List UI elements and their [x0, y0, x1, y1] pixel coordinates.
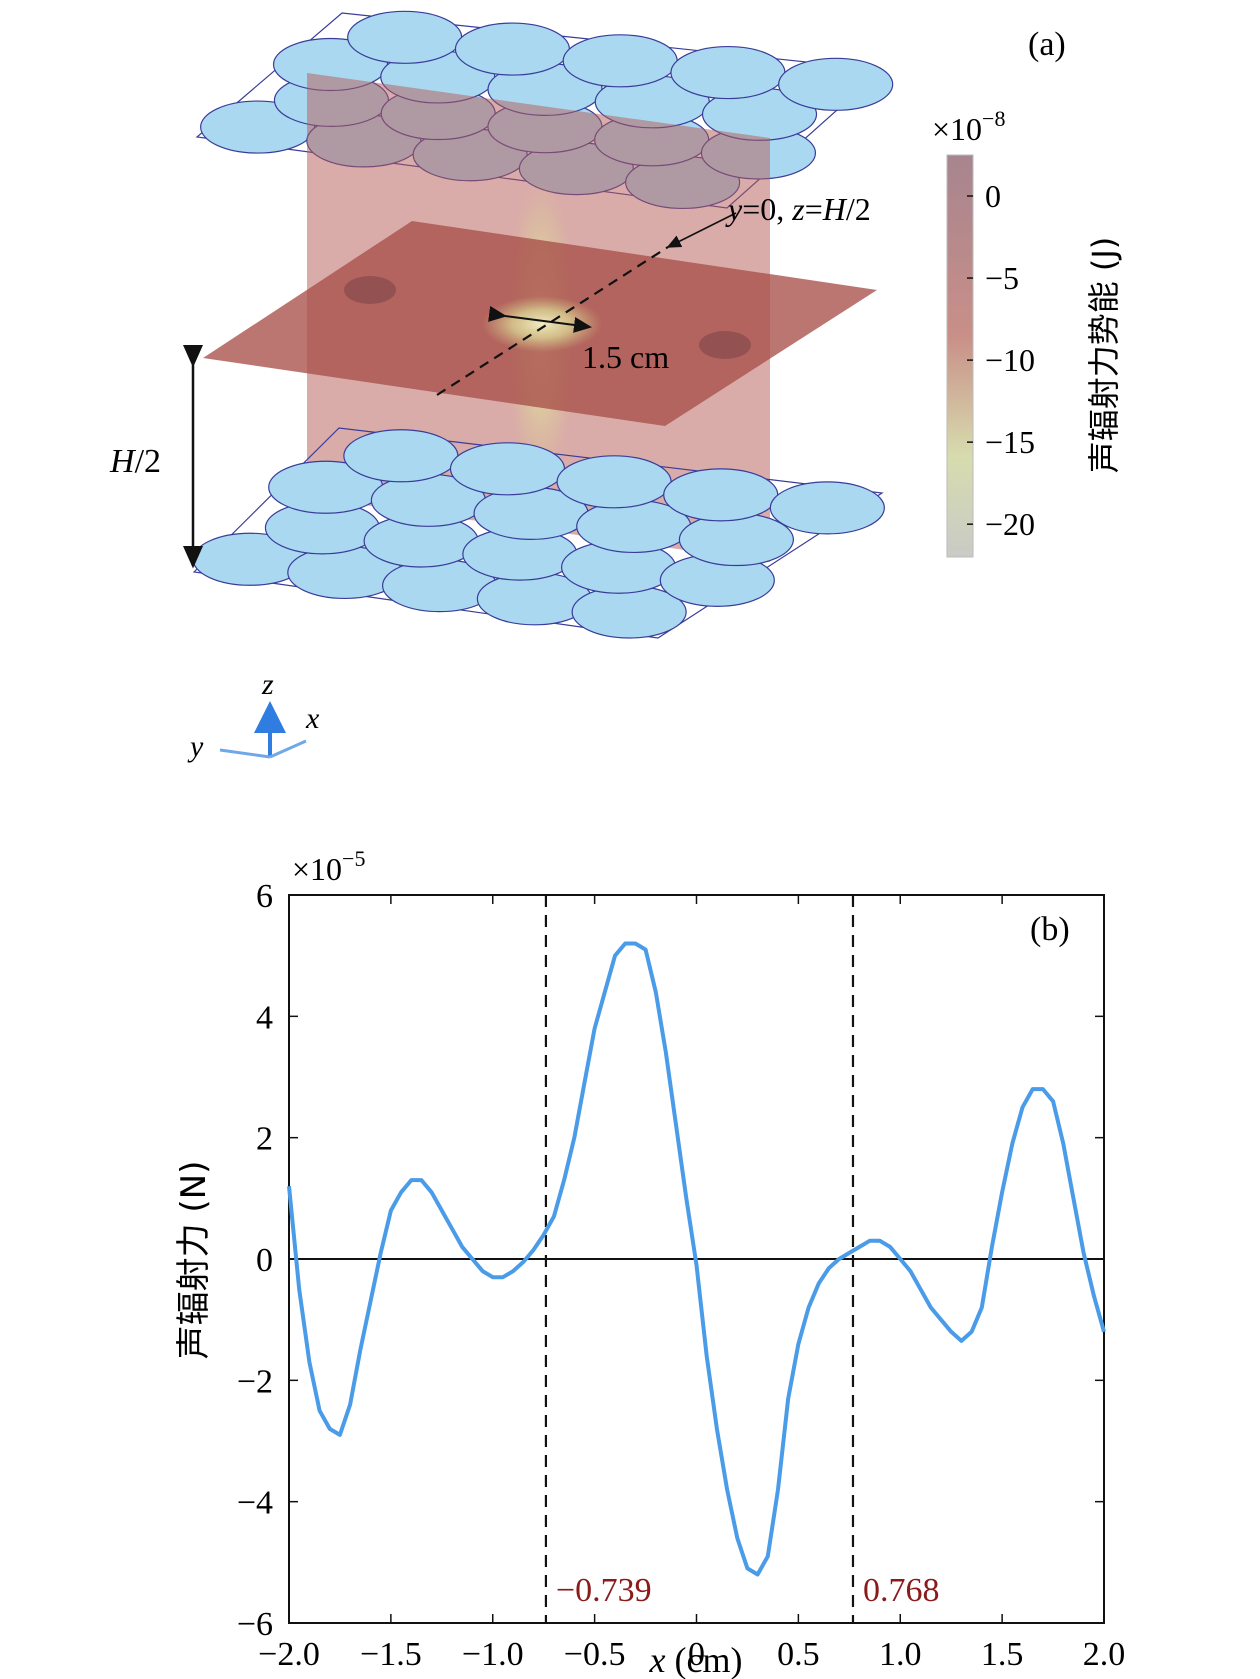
- x-axis-arrow: [269, 739, 307, 759]
- transducer-element: [562, 34, 678, 88]
- colorbar-tick-label: 0: [985, 178, 1001, 214]
- vertical-marker-label: 0.768: [863, 1572, 940, 1609]
- x-tick-label: 0.5: [777, 1636, 820, 1673]
- colorbar: ×10−8 0 −5 −10 −15 −20 声辐射力势能 (J): [932, 106, 1123, 558]
- width-arrow: [488, 306, 592, 333]
- x-tick-label: −1.0: [462, 1636, 524, 1673]
- y-tick-label: 6: [256, 878, 273, 915]
- y-axis-label: y: [187, 730, 204, 763]
- transducer-element: [449, 442, 566, 496]
- panel-a-label: (a): [1028, 26, 1066, 63]
- width-annotation: 1.5 cm: [582, 339, 669, 375]
- y-tick-label: −4: [237, 1485, 273, 1522]
- force-series-line: [287, 941, 1106, 1577]
- bottom-transducer-circles: [192, 429, 885, 639]
- colorbar-tick-label: −10: [985, 342, 1035, 378]
- y-tick-label: 4: [256, 999, 273, 1036]
- colorbar-ticks: 0 −5 −10 −15 −20: [967, 178, 1035, 542]
- transducer-element: [670, 45, 786, 100]
- colorbar-label: 声辐射力势能 (J): [1085, 237, 1123, 474]
- transducer-element: [343, 429, 459, 483]
- colorbar-gradient: [946, 154, 974, 558]
- transducer-element: [454, 22, 571, 76]
- colorbar-exponent: ×10−8: [932, 106, 1005, 147]
- transducer-element: [556, 455, 672, 509]
- plane-annotation: y=0, z=H/2: [725, 191, 871, 227]
- bottom-transducer-array: [192, 427, 885, 639]
- x-tick-label: −2.0: [258, 1636, 320, 1673]
- colorbar-tick-label: −5: [985, 260, 1019, 296]
- transducer-element: [769, 481, 885, 535]
- x-tick-label: 1.0: [879, 1636, 922, 1673]
- vertical-markers: −0.739 0.768: [544, 895, 940, 1623]
- x-tick-label: 2.0: [1083, 1636, 1126, 1673]
- y-axis-arrow: [219, 748, 271, 759]
- transducer-element: [778, 57, 894, 111]
- y-axis-title: 声辐射力 (N): [174, 1161, 214, 1360]
- colorbar-tick-label: −15: [985, 424, 1035, 460]
- panel-a-3d-illustration: y=0, z=H/2 1.5 cm H/2 (a) ×10−8 0 −5 −10 −1…: [109, 10, 1123, 763]
- colorbar-tick-label: −20: [985, 506, 1035, 542]
- panel-b-label: (b): [1030, 911, 1070, 948]
- plane-annotation-arrow: [666, 212, 737, 248]
- y-exponent: ×10−5: [292, 846, 365, 887]
- y-tick-label: −2: [237, 1363, 273, 1400]
- y-tick-label: 0: [256, 1242, 273, 1279]
- transducer-element: [347, 10, 463, 64]
- panel-b-force-chart: −0.739 0.768 −2.0 −1.5 −1.0 −0.5 0 0.5 1.0 1.5 2.…: [174, 846, 1125, 1679]
- x-tick-label: 0: [688, 1636, 705, 1673]
- vertical-marker-label: −0.739: [556, 1572, 652, 1609]
- dark-spot: [344, 276, 396, 304]
- x-tick-label: −0.5: [564, 1636, 626, 1673]
- x-axis-title: x (cm): [649, 1640, 743, 1679]
- x-tick-label: −1.5: [360, 1636, 422, 1673]
- axis-triad: z x y: [187, 668, 320, 763]
- x-tick-label: 1.5: [981, 1636, 1024, 1673]
- height-annotation: H/2: [109, 443, 161, 480]
- y-tick-label: −6: [237, 1606, 273, 1643]
- y-tick-labels: −6 −4 −2 0 2 4 6: [237, 878, 273, 1643]
- transducer-element: [678, 512, 794, 567]
- z-axis-label: z: [261, 668, 274, 701]
- x-axis-label: x: [305, 702, 320, 735]
- x-tick-labels: −2.0 −1.5 −1.0 −0.5 0 0.5 1.0 1.5 2.0: [258, 1636, 1125, 1673]
- transducer-element: [663, 468, 779, 522]
- y-tick-label: 2: [256, 1121, 273, 1158]
- dark-spot: [699, 331, 751, 359]
